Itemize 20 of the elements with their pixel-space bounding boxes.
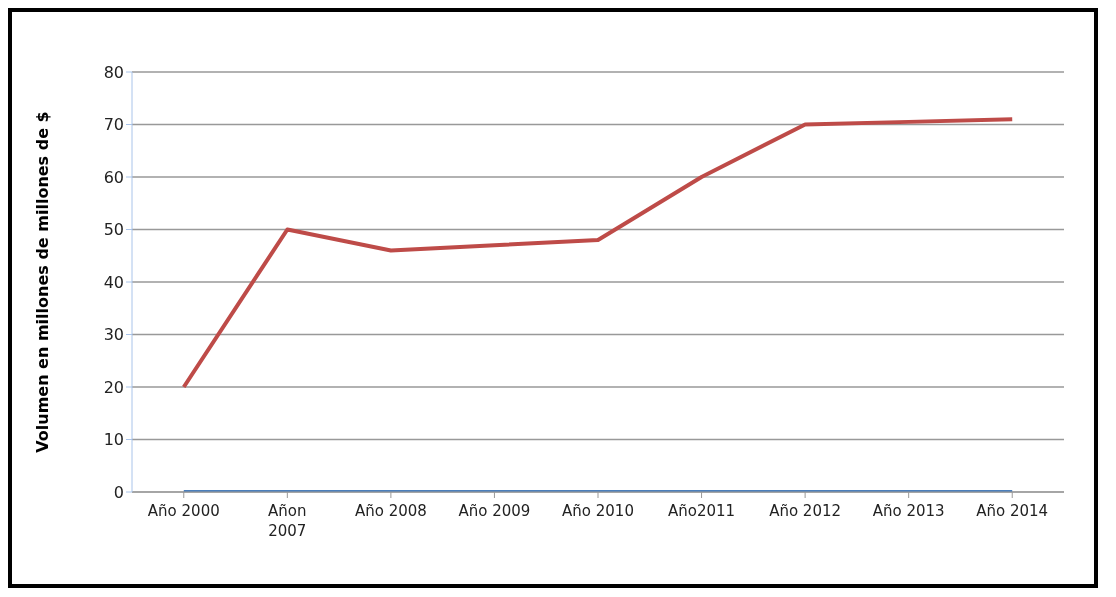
x-tick-label: Añon 2007: [268, 502, 307, 540]
y-tick-label: 70: [103, 115, 124, 135]
y-tick-label: 10: [103, 430, 124, 450]
x-tick-label: Año 2013: [872, 502, 945, 520]
y-tick-label: 60: [103, 167, 124, 187]
y-tick-label: 30: [103, 325, 124, 345]
y-tick-label: 80: [103, 62, 124, 82]
y-tick-label: 0: [113, 482, 124, 502]
x-tick-label: Año 2010: [562, 502, 634, 520]
line-series: [181, 117, 1015, 389]
y-tick-label: 50: [103, 220, 124, 240]
y-axis-title: Volumen en millones de millones de $: [32, 111, 52, 453]
y-tick-label: 20: [103, 377, 124, 397]
y-tick-label: 40: [103, 272, 124, 292]
x-tick-label: Año2011: [667, 502, 736, 520]
x-tick-label: Año 2012: [769, 502, 842, 520]
x-tick-label: Año 2009: [458, 502, 531, 520]
x-tick-label: Año 2008: [354, 502, 427, 520]
x-tick-label: Año 2000: [147, 502, 220, 520]
x-tick-label: Año 2014: [976, 502, 1049, 520]
